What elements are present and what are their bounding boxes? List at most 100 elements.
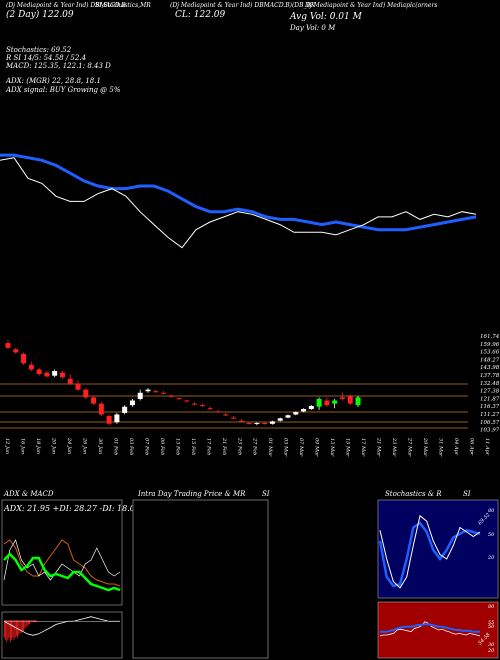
macd-bar: [6, 620, 8, 642]
macd-bar: [18, 620, 20, 636]
adx-stat: ADX: (MGR) 22, 28.8, 18.1: [6, 77, 101, 85]
date-tick-label: 03 Feb: [128, 438, 134, 455]
candle-body: [153, 391, 159, 393]
date-tick-label: 01 Mar: [267, 438, 273, 457]
candle-body: [83, 389, 89, 398]
price-tick-label: 111.27: [480, 412, 500, 418]
header-title-1: (Dj Mediapoint & Year Ind) DBMACD.B: [6, 2, 126, 9]
macd-bar: [25, 620, 27, 627]
macd-stat: MACD: 125.35, 122.1: 8.43 D: [6, 62, 111, 70]
price-tick-label: 106.57: [480, 420, 500, 426]
candle-body: [44, 372, 50, 377]
macd-bar: [4, 620, 5, 638]
price-tick-label: 137.78: [480, 373, 500, 379]
price-tick-label: 121.87: [480, 396, 500, 402]
macd-bar: [19, 620, 21, 634]
rsi-tick-label: 30: [488, 642, 495, 648]
candle-body: [347, 395, 353, 404]
date-tick-label: 23 Mar: [391, 437, 397, 457]
macd-frame: [1, 611, 123, 659]
rsi-tick-label: 80: [488, 604, 495, 610]
macd-bar: [13, 620, 15, 640]
stoch-title: Stochastics & R: [385, 490, 442, 498]
candle-body: [316, 398, 322, 407]
candle-body: [21, 353, 27, 364]
date-tick-label: 01 Feb: [112, 438, 118, 455]
date-tick-label: 24 Jan: [66, 437, 72, 454]
intra-frame: [132, 499, 269, 659]
candle-body: [192, 403, 198, 405]
macd-bar: [8, 620, 10, 638]
candle-body: [215, 411, 221, 413]
date-axis: 12 Jan 16 Jan 18 Jan 20 Jan 24 Jan 26 Jan 30 J…: [4, 437, 490, 457]
macd-bar: [24, 620, 26, 629]
macd-bar: [14, 620, 16, 638]
candle-body: [339, 397, 345, 399]
price-tick-label: 159.96: [480, 342, 500, 348]
date-tick-label: 21 Feb: [221, 437, 227, 455]
candle-body: [308, 405, 314, 410]
date-tick-label: 29 Mar: [422, 437, 428, 457]
macd-bar: [7, 620, 9, 640]
macd-panel: [1, 611, 123, 659]
adx-values-label: ADX: 21.95 +DI: 28.27 -DI: 18.09: [3, 504, 140, 513]
macd-bar: [26, 620, 28, 627]
close-label: CL: 122.09: [175, 10, 226, 20]
intra-panel: [132, 499, 269, 659]
candle-body: [223, 414, 229, 416]
candle-body: [246, 423, 252, 425]
candle-body: [114, 414, 120, 423]
candle-body: [184, 400, 190, 402]
date-tick-label: 30 Jan: [97, 438, 103, 454]
date-tick-label: 20 Jan: [50, 437, 56, 454]
date-tick-label: 26 Jan: [81, 437, 87, 454]
macd-bar: [23, 620, 24, 631]
candle-body: [324, 400, 330, 406]
stoch-tick-label: 20: [487, 555, 495, 561]
date-tick-label: 03 Mar: [283, 438, 289, 457]
date-tick-label: 17 Feb: [205, 438, 211, 455]
adx-panel: ADX: 21.95 +DI: 28.27 -DI: 18.09: [1, 499, 140, 606]
date-tick-label: 23 Feb: [236, 437, 242, 455]
macd-bar: [10, 620, 11, 642]
candle-body: [129, 400, 135, 406]
macd-line: [3, 616, 120, 636]
price-tick-label: 148.27: [480, 357, 500, 363]
stochastics-stat: Stochastics: 69.52: [6, 46, 72, 54]
candle-body: [145, 389, 151, 392]
candle-body: [98, 403, 104, 415]
candle-body: [59, 372, 65, 378]
macd-bar: [20, 620, 22, 634]
candle-body: [293, 412, 299, 415]
date-tick-label: 13 Feb: [174, 438, 180, 455]
candle-body: [5, 343, 11, 348]
macd-bar: [29, 620, 30, 625]
macd-bar: [22, 620, 23, 631]
adx-orange-line: [3, 539, 121, 587]
date-tick-label: 16 Jan: [19, 438, 25, 454]
macd-bar: [12, 620, 14, 638]
price-tick-label: 143.98: [480, 365, 500, 371]
avg-volume: Avg Vol: 0.01 M: [290, 12, 362, 22]
date-tick-label: 09 Mar: [314, 438, 320, 457]
macd-bar: [28, 620, 29, 625]
candle-body: [13, 349, 19, 353]
candle-body: [36, 369, 42, 375]
date-tick-label: 15 Mar: [345, 438, 351, 457]
date-tick-label: 12 Jan: [4, 438, 10, 454]
candle-body: [176, 398, 182, 400]
rsi-tick-label: 50: [488, 624, 495, 630]
price-tag: (2 Day) 122.09: [6, 10, 74, 20]
candle-body: [254, 423, 260, 425]
candle-body: [285, 415, 291, 418]
date-tick-label: 21 Mar: [376, 437, 382, 457]
rsi-blue-line: [380, 623, 480, 633]
candle-body: [137, 392, 143, 399]
intra-si: SI: [262, 490, 270, 498]
candle-body: [67, 378, 73, 384]
candle-body: [238, 420, 244, 422]
stoch-tick-label: 80: [488, 508, 495, 514]
candle-body: [91, 397, 97, 404]
adx-signal-stat: ADX signal: BUY Growing @ 5%: [6, 86, 121, 94]
